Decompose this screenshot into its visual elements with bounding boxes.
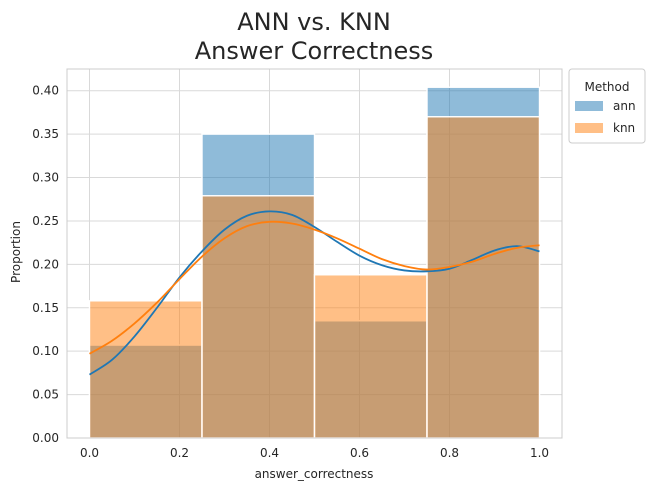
- y-tick-label: 0.00: [32, 431, 59, 445]
- legend-items: ann knn: [575, 99, 636, 135]
- bar-knn: [426, 116, 541, 439]
- x-tick-label: 0.4: [260, 446, 279, 460]
- x-tick-label: 0.0: [80, 446, 99, 460]
- chart-title-line-1: ANN vs. KNN: [237, 8, 391, 36]
- y-tick-label: 0.25: [32, 214, 59, 228]
- chart-title-line-2: Answer Correctness: [195, 37, 434, 65]
- plot-frame: [66, 68, 563, 439]
- legend-label-knn: knn: [613, 121, 635, 135]
- legend-swatch-knn: [575, 123, 603, 133]
- x-tick-label: 0.6: [350, 446, 369, 460]
- y-tick-label: 0.30: [32, 171, 59, 185]
- y-tick-label: 0.15: [32, 301, 59, 315]
- y-tick-label: 0.05: [32, 388, 59, 402]
- x-axis-label: answer_correctness: [255, 467, 374, 481]
- legend-swatch-ann: [575, 101, 603, 111]
- y-tick-label: 0.10: [32, 344, 59, 358]
- legend-label-ann: ann: [613, 99, 636, 113]
- legend: Method ann knn: [568, 68, 646, 144]
- kde-line-knn: [89, 220, 540, 355]
- bar-knn: [201, 195, 316, 439]
- x-tick-label: 0.8: [440, 446, 459, 460]
- bars: [88, 86, 541, 439]
- y-tick-label: 0.40: [32, 84, 59, 98]
- y-axis-label: Proportion: [9, 221, 23, 283]
- x-tick-label: 0.2: [170, 446, 189, 460]
- kde-curves: [89, 210, 540, 376]
- x-tick-label: 1.0: [530, 446, 549, 460]
- bar-knn: [313, 274, 428, 439]
- y-tick-label: 0.35: [32, 127, 59, 141]
- y-tick-label: 0.20: [32, 257, 59, 271]
- tick-labels: 0.0 0.2 0.4 0.6 0.8 1.0 0.00 0.05 0.10 0.15 0.20 0.…: [32, 84, 549, 460]
- legend-title: Method: [584, 80, 629, 94]
